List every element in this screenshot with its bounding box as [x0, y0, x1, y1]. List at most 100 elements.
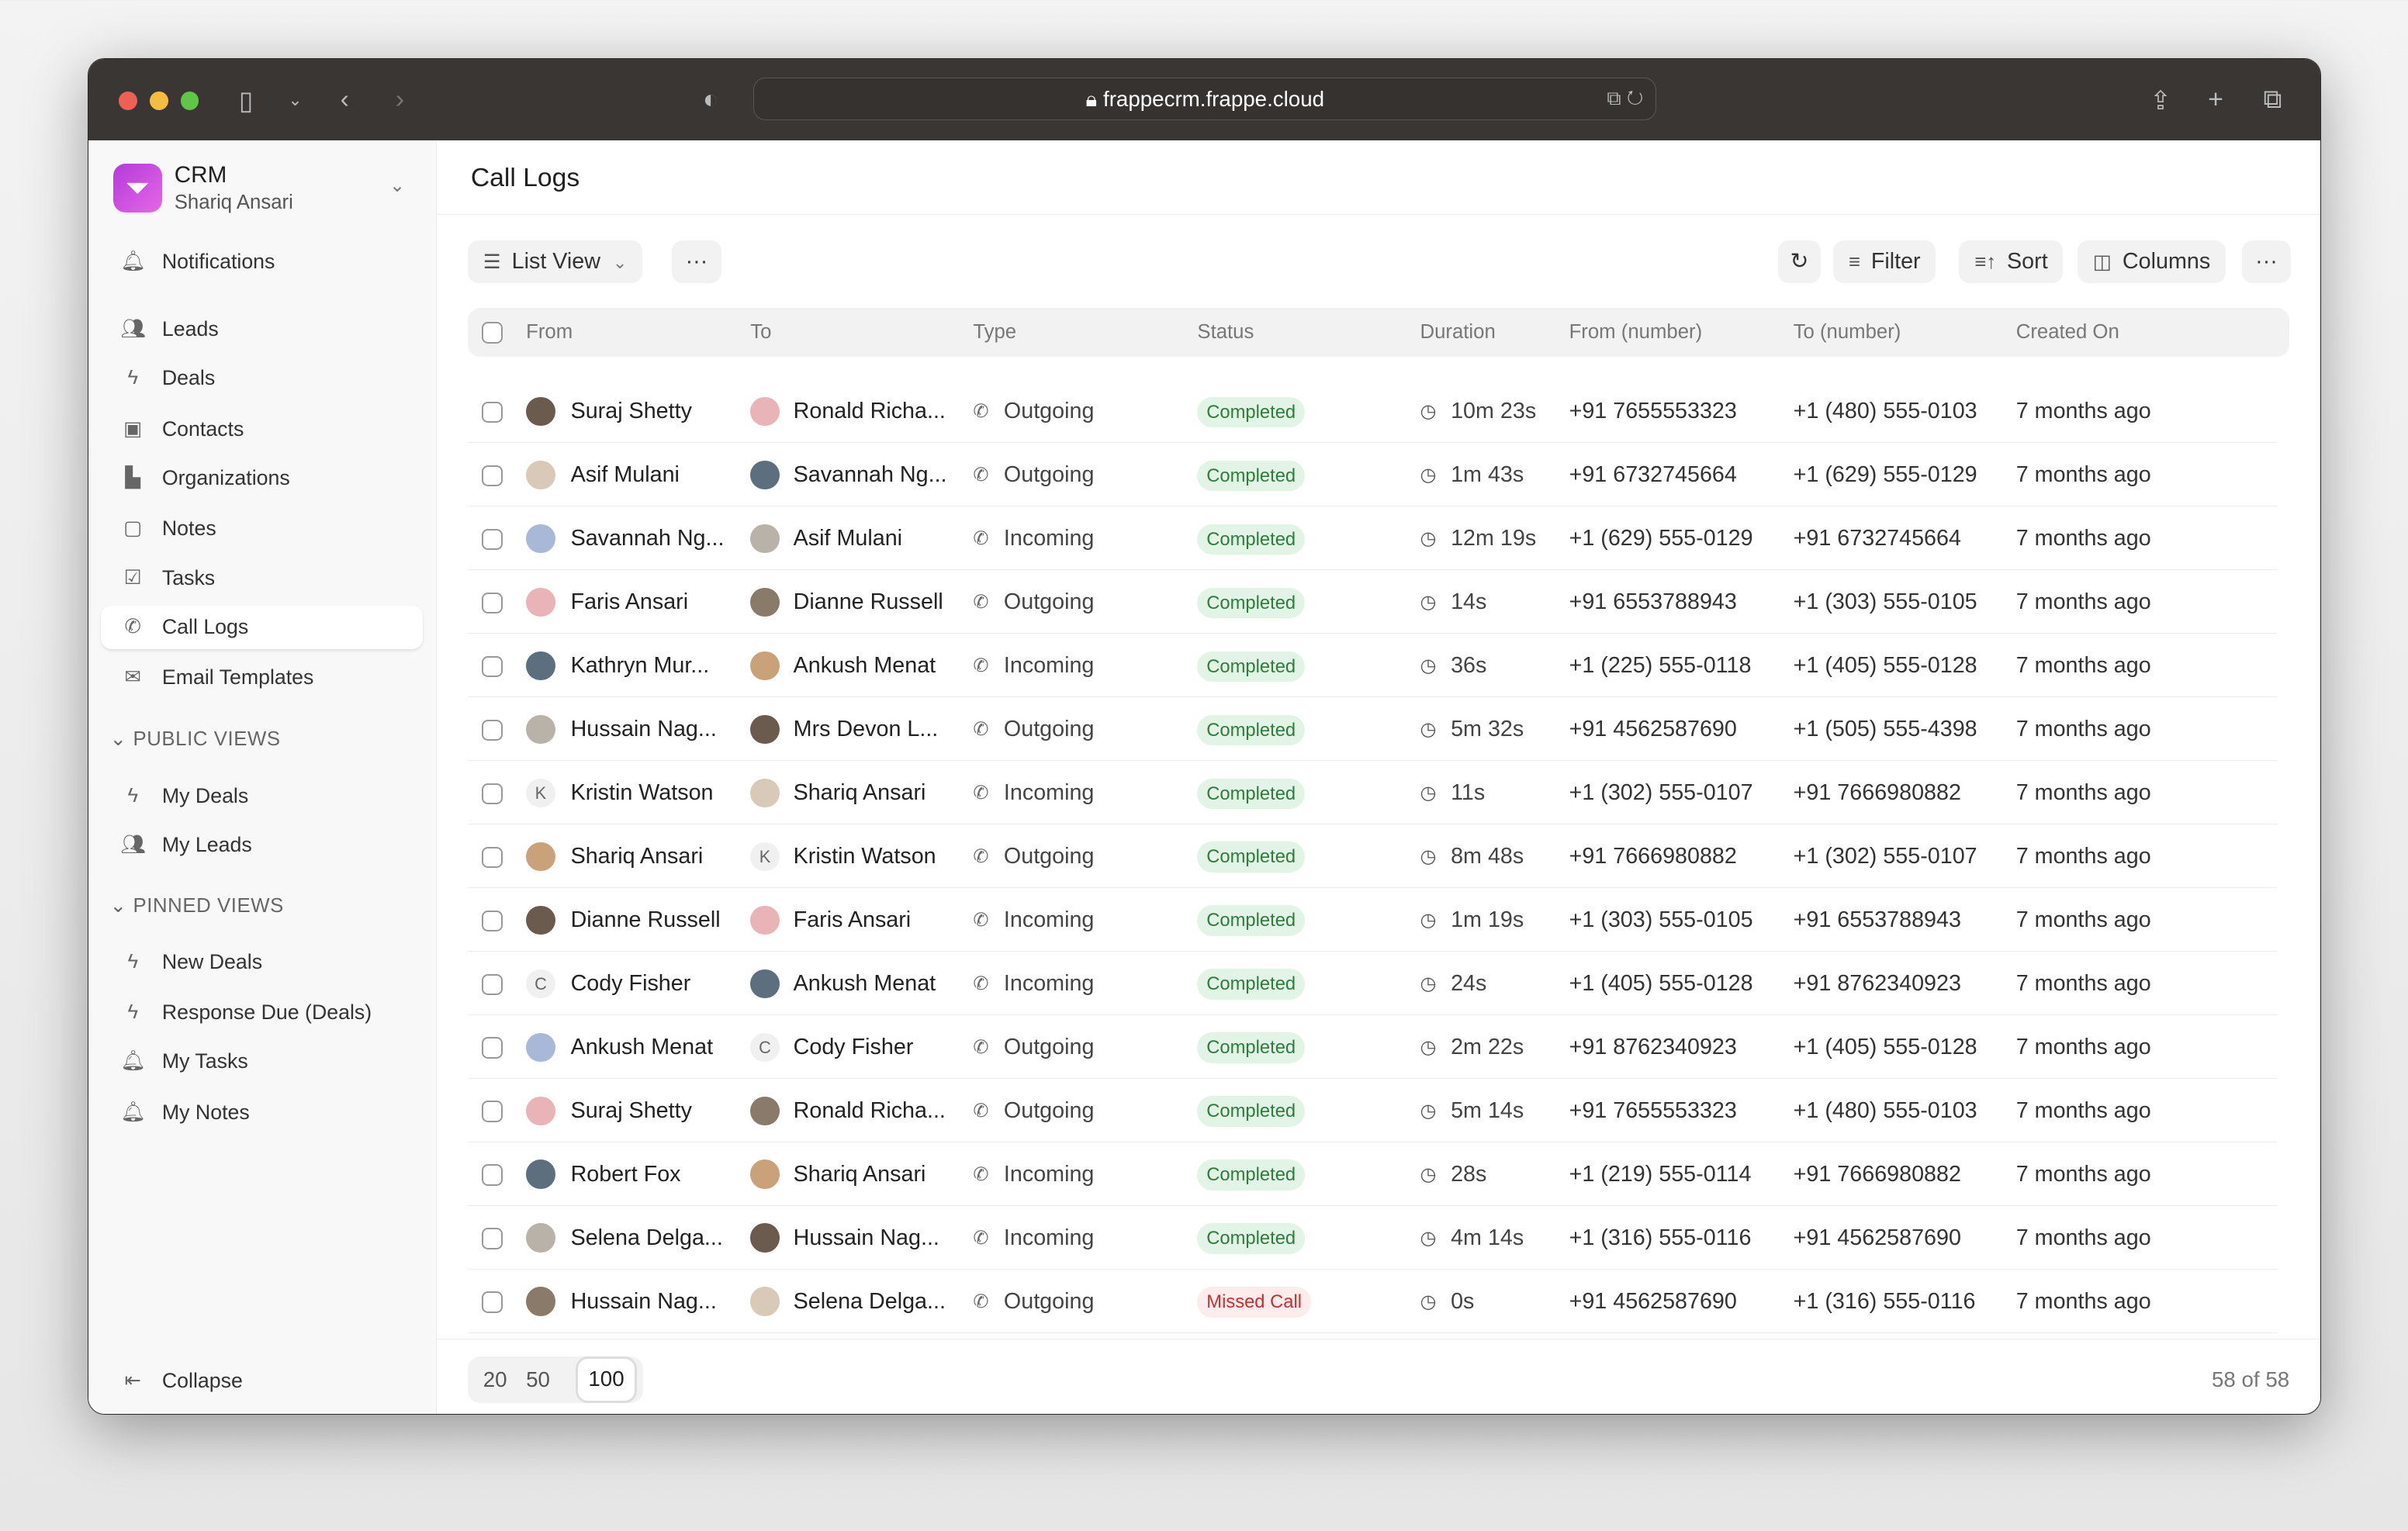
sidebar-item-organizations[interactable]: ▙ Organizations — [101, 457, 424, 499]
table-row[interactable]: Asif Mulani Savannah Ng... ✆ Outgoing Com… — [467, 444, 2278, 507]
sidebar-item-response-due-deals[interactable]: ϟ Response Due (Deals) — [101, 991, 424, 1034]
column-header[interactable]: Status — [1197, 320, 1254, 343]
column-header[interactable]: From — [526, 320, 573, 343]
table-row[interactable]: Suraj Shetty Ronald Richa... ✆ Outgoing C… — [467, 1080, 2278, 1142]
sidebar-item-call-logs[interactable]: ✆ Call Logs — [100, 606, 424, 649]
sidebar-item-my-tasks[interactable]: 🔔︎ My Tasks — [101, 1040, 424, 1083]
sidebar-item-notes[interactable]: ▢ Notes — [101, 507, 424, 550]
column-header[interactable]: Created On — [2015, 320, 2119, 343]
forward-icon[interactable]: › — [395, 85, 405, 114]
page-size-50[interactable]: 50 — [526, 1367, 550, 1392]
view-options-button[interactable]: ··· — [672, 240, 721, 284]
minimize-window-button[interactable] — [150, 91, 168, 110]
column-header[interactable]: To — [750, 320, 772, 343]
shield-icon[interactable]: ◐ — [702, 85, 719, 114]
avatar: C — [526, 969, 555, 999]
public-views-header[interactable]: ⌄ PUBLIC VIEWS — [109, 727, 281, 750]
refresh-button[interactable]: ↻ — [1777, 240, 1822, 284]
row-checkbox[interactable] — [481, 465, 503, 487]
sidebar-item-contacts[interactable]: ▣ Contacts — [101, 408, 424, 451]
sidebar-item-my-leads[interactable]: 👥︎ My Leads — [101, 824, 424, 866]
sidebar-item-email-templates[interactable]: ✉ Email Templates — [101, 656, 424, 699]
table-row[interactable]: Faris Ansari Dianne Russell ✆ Outgoing Co… — [467, 571, 2278, 634]
sidebar-item-leads[interactable]: 👥︎ Leads — [101, 308, 424, 351]
select-all-checkbox[interactable] — [481, 321, 503, 344]
more-options-button[interactable]: ··· — [2241, 240, 2292, 284]
building-icon: ▙ — [125, 467, 141, 489]
collapse-button[interactable]: ⇤ Collapse — [101, 1360, 424, 1402]
column-header[interactable]: From (number) — [1569, 320, 1703, 343]
table-row[interactable]: K Kristin Watson Shariq Ansari ✆ Incoming … — [467, 762, 2278, 825]
row-checkbox[interactable] — [481, 1228, 503, 1250]
row-checkbox[interactable] — [481, 592, 503, 614]
translate-reload-icon[interactable]: ⧉ ↻ — [1607, 87, 1644, 109]
avatar: C — [750, 1032, 780, 1063]
table-row[interactable]: Hussain Nag... Selena Delga... ✆ Outgoing… — [467, 1270, 2278, 1333]
columns-button[interactable]: ◫ Columns — [2077, 240, 2226, 284]
duration: 11s — [1451, 779, 1486, 805]
sort-icon: ≡↑ — [1974, 251, 1997, 273]
table-row[interactable]: Dianne Russell Faris Ansari ✆ Incoming Co… — [467, 889, 2278, 952]
back-icon[interactable]: ‹ — [340, 85, 349, 114]
sidebar-toggle-icon[interactable]: ▯ — [238, 86, 254, 116]
table-row[interactable]: Kathryn Mur... Ankush Menat ✆ Incoming Co… — [467, 634, 2278, 698]
table-row[interactable]: Ankush Menat C Cody Fisher ✆ Outgoing Comp… — [467, 1016, 2278, 1079]
filter-button[interactable]: ≡ Filter — [1833, 240, 1936, 284]
table-row[interactable]: Hussain Nag... Mrs Devon L... ✆ Outgoing … — [467, 698, 2278, 762]
row-checkbox[interactable] — [481, 910, 503, 932]
crm-logo[interactable]: ⏷ — [112, 163, 162, 213]
sort-button[interactable]: ≡↑ Sort — [1959, 240, 2064, 284]
address-bar[interactable]: 🔒︎ frappecrm.frappe.cloud ⧉ ↻ — [753, 77, 1657, 121]
table-row[interactable]: Selena Delga... Hussain Nag... ✆ Incoming… — [467, 1207, 2278, 1270]
status-badge: Completed — [1197, 1032, 1306, 1063]
call-type: Outgoing — [1003, 462, 1095, 488]
row-checkbox[interactable] — [481, 1037, 503, 1059]
table-row[interactable]: Savannah Ng... Asif Mulani ✆ Incoming Com… — [467, 507, 2278, 571]
table-row[interactable]: C Cody Fisher Ankush Menat ✆ Incoming Comp… — [467, 952, 2278, 1015]
sidebar-item-my-deals[interactable]: ϟ My Deals — [101, 775, 424, 817]
share-icon[interactable]: ⇪ — [2150, 86, 2172, 116]
row-checkbox[interactable] — [481, 719, 503, 741]
column-header[interactable]: Duration — [1420, 320, 1496, 343]
close-window-button[interactable] — [119, 91, 138, 110]
chevron-down-icon[interactable]: ⌄ — [288, 89, 303, 109]
to-number: +1 (480) 555-0103 — [1793, 1097, 1977, 1123]
row-checkbox[interactable] — [481, 1164, 503, 1187]
maximize-window-button[interactable] — [180, 91, 199, 110]
row-checkbox[interactable] — [481, 655, 503, 678]
table-row[interactable]: Suraj Shetty Ronald Richa... ✆ Outgoing C… — [467, 380, 2278, 444]
table-row[interactable]: Robert Fox Shariq Ansari ✆ Incoming Compl… — [467, 1143, 2278, 1206]
avatar — [526, 842, 555, 872]
pinned-views-header[interactable]: ⌄ PINNED VIEWS — [109, 895, 284, 918]
from-name: Hussain Nag... — [570, 1288, 717, 1314]
row-checkbox[interactable] — [481, 401, 503, 423]
row-checkbox[interactable] — [481, 973, 503, 996]
sidebar-item-new-deals[interactable]: ϟ New Deals — [101, 941, 424, 983]
sidebar-item-deals[interactable]: ϟ Deals — [101, 357, 424, 399]
new-tab-icon[interactable]: + — [2208, 85, 2223, 114]
row-checkbox[interactable] — [481, 846, 503, 869]
status-badge: Completed — [1197, 1159, 1306, 1191]
sidebar-item-notifications[interactable]: 🔔︎ Notifications — [101, 240, 424, 283]
tabs-overview-icon[interactable]: ⧉ — [2263, 85, 2282, 114]
row-checkbox[interactable] — [481, 1101, 503, 1123]
list-view-dropdown[interactable]: ☰ List View ⌄ — [467, 240, 642, 284]
column-header[interactable]: To (number) — [1793, 320, 1901, 343]
created-on: 7 months ago — [2015, 843, 2151, 869]
table-row[interactable]: Shariq Ansari K Kristin Watson ✆ Outgoing … — [467, 825, 2278, 889]
sidebar-item-tasks[interactable]: ☑ Tasks — [101, 557, 424, 600]
page-size-20[interactable]: 20 — [483, 1367, 507, 1392]
row-checkbox[interactable] — [481, 1291, 503, 1314]
from-number: +1 (316) 555-0116 — [1569, 1225, 1752, 1250]
app-name[interactable]: CRM — [174, 161, 227, 188]
row-checkbox[interactable] — [481, 528, 503, 551]
call-type: Incoming — [1003, 1225, 1095, 1250]
chevron-down-icon[interactable]: ⌄ — [389, 175, 405, 196]
page-size-100[interactable]: 100 — [575, 1356, 638, 1403]
sidebar-item-my-notes[interactable]: 🔔︎ My Notes — [101, 1091, 424, 1134]
row-checkbox[interactable] — [481, 783, 503, 805]
call-type: Outgoing — [1003, 716, 1095, 741]
user-name[interactable]: Shariq Ansari — [174, 191, 293, 213]
call-type: Incoming — [1003, 970, 1095, 996]
column-header[interactable]: Type — [973, 320, 1017, 343]
